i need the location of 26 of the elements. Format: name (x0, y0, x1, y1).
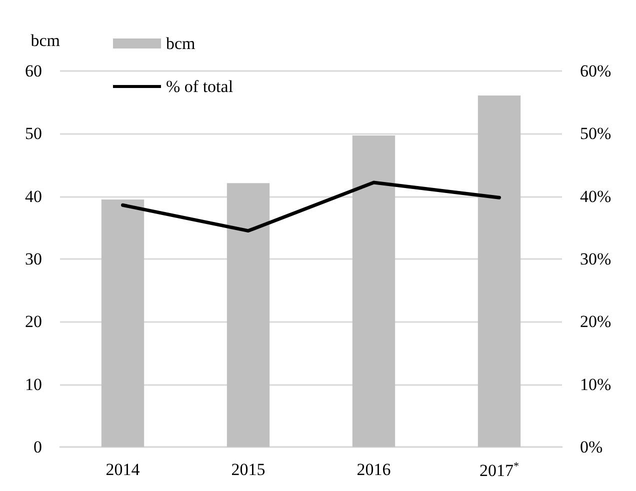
y-tick-label: 50 (25, 124, 42, 144)
legend-label: % of total (166, 77, 234, 96)
y-tick-label: 10 (25, 374, 42, 394)
y2-tick-label: 40% (580, 186, 612, 206)
y-axis-title: bcm (30, 31, 60, 50)
bar (478, 95, 521, 447)
x-tick-label: 2016 (356, 460, 391, 479)
bar (352, 136, 396, 447)
y2-tick-label: 20% (580, 312, 612, 332)
bar (101, 199, 144, 447)
y-tick-label: 40 (25, 186, 42, 206)
bar (226, 183, 270, 447)
line-series (121, 180, 501, 233)
y-tick-label: 30 (25, 250, 42, 268)
y2-tick-label: 60% (580, 62, 612, 80)
x-tick-label: 2017* (480, 460, 519, 480)
y2-tick-label: 30% (580, 250, 612, 268)
legend-label: bcm (166, 34, 196, 53)
y-tick-label: 0 (34, 438, 42, 456)
y2-tick-label: 10% (580, 374, 612, 394)
x-tick-label: 2014 (106, 460, 140, 479)
y-tick-label: 60 (25, 62, 42, 80)
y-tick-label: 20 (25, 312, 42, 332)
y2-tick-label: 0% (580, 438, 603, 456)
y2-tick-label: 50% (580, 124, 612, 144)
x-tick-label: 2015 (231, 460, 266, 479)
